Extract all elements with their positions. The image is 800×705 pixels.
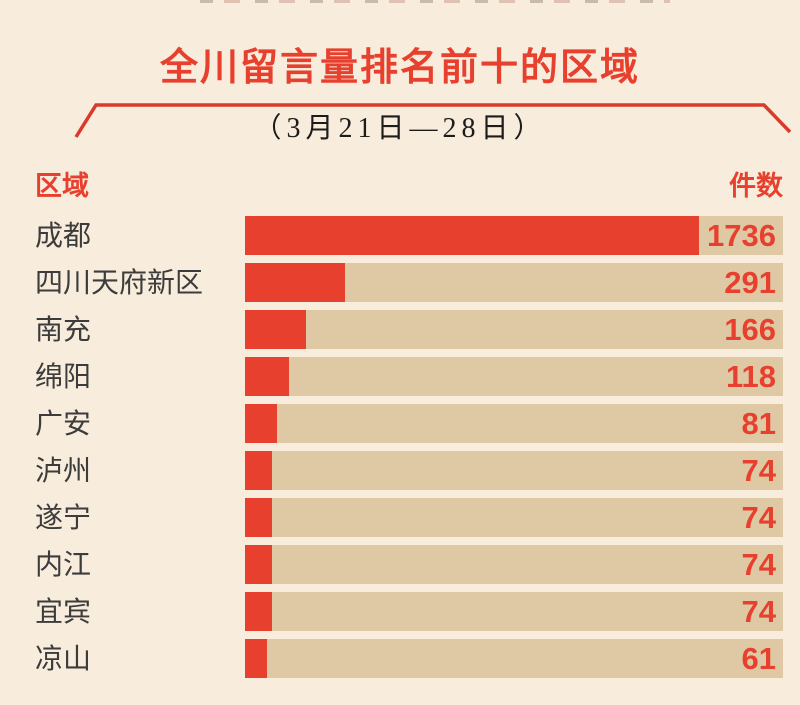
bar [245,451,272,490]
chart-row: 成都 1736 [35,216,783,255]
row-label: 泸州 [35,455,92,486]
bar-track: 74 [245,498,783,537]
row-label: 南充 [35,314,92,345]
bar [245,592,272,631]
chart-subtitle: （3月21日—28日） [253,113,547,144]
chart-row: 广安 81 [35,404,783,443]
bar [245,310,306,349]
bar [245,545,272,584]
bar-chart: 成都 1736 四川天府新区 291 南充 166 绵阳 118 广安 81 泸州 74 遂宁 74 内江 7… [35,216,783,686]
row-label: 凉山 [35,643,92,674]
bar-value: 74 [741,547,776,582]
chart-row: 宜宾 74 [35,592,783,631]
row-label: 四川天府新区 [35,267,204,298]
bar-track: 291 [245,263,783,302]
bar-value: 74 [741,453,776,488]
row-label: 绵阳 [35,361,92,392]
bar [245,639,268,678]
chart-row: 凉山 61 [35,639,783,678]
chart-row: 遂宁 74 [35,498,783,537]
column-header-region: 区域 [35,171,89,201]
bar-value: 1736 [707,218,776,253]
bar-value: 166 [724,312,776,347]
chart-row: 南充 166 [35,310,783,349]
bar-value: 61 [741,641,776,676]
bar-track: 81 [245,404,783,443]
row-label: 内江 [35,549,92,580]
bar [245,498,272,537]
bar [245,263,346,302]
bar-value: 291 [724,265,776,300]
bar [245,357,290,396]
bar-value: 118 [725,359,776,394]
bar [245,404,277,443]
row-label: 广安 [35,408,92,439]
bar-track: 118 [245,357,783,396]
bar-track: 74 [245,545,783,584]
row-label: 遂宁 [35,502,92,533]
row-label: 宜宾 [35,596,92,627]
chart-title: 全川留言量排名前十的区域 [159,47,640,89]
title-underline-bracket [74,103,792,138]
bar-track: 74 [245,592,783,631]
chart-row: 四川天府新区 291 [35,263,783,302]
chart-row: 内江 74 [35,545,783,584]
chart-row: 绵阳 118 [35,357,783,396]
bar-track: 1736 [245,216,783,255]
bar-value: 74 [741,594,776,629]
chart-row: 泸州 74 [35,451,783,490]
bar-track: 166 [245,310,783,349]
bar [245,216,700,255]
cropped-text-sliver [200,0,670,3]
bar-value: 81 [741,406,776,441]
bar-track: 61 [245,639,783,678]
bar-value: 74 [741,500,776,535]
bar-track: 74 [245,451,783,490]
column-header-count: 件数 [729,171,783,201]
row-label: 成都 [35,220,92,251]
